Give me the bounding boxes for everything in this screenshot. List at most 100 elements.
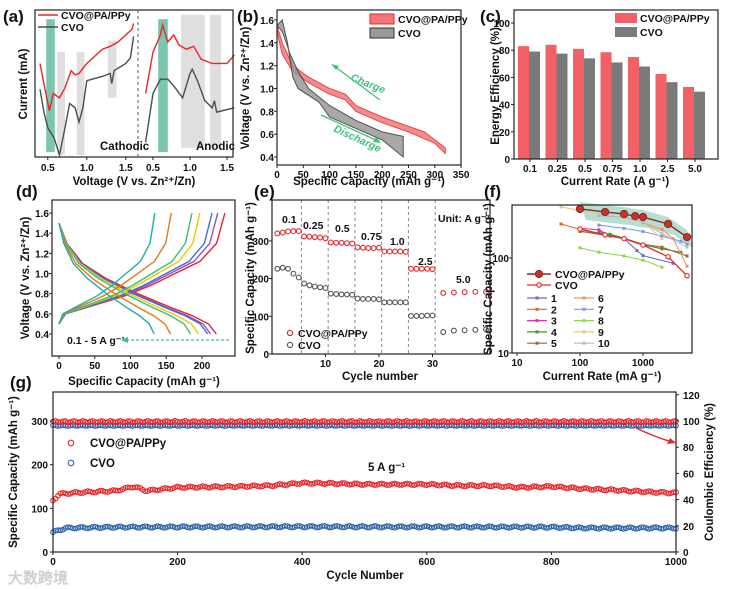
series-marker-6 (685, 264, 689, 268)
legend-marker-9 (582, 330, 586, 334)
series-marker-10 (641, 220, 645, 224)
series-line-cvo (579, 228, 688, 277)
capacity-point-cvo-pa-ppy (65, 491, 71, 497)
legend-label: 9 (598, 327, 604, 339)
series-marker-8 (622, 254, 626, 258)
ce-point-cvo-pa-ppy (301, 418, 308, 424)
ce-point-cvo-pa-ppy (157, 419, 164, 425)
capacity-point-cvo-pa-ppy (301, 479, 308, 486)
x-tick-label: 100 (122, 361, 139, 372)
capacity-point-cvo-pa-ppy (620, 486, 627, 493)
capacity-point-cvo (558, 525, 565, 531)
ce-point-cvo-pa-ppy (528, 419, 535, 426)
rate-range-label: 0.1 - 5 A g⁻¹ (67, 335, 125, 347)
point-cvo-pa-ppy (274, 230, 281, 237)
ce-point-cvo-pa-ppy (172, 418, 178, 424)
capacity-point-cvo (556, 525, 562, 531)
ce-point-cvo-pa-ppy (556, 419, 562, 426)
grey-band (209, 14, 222, 148)
capacity-point-cvo-pa-ppy (546, 483, 552, 489)
capacity-point-cvo-pa-ppy (391, 480, 398, 487)
capacity-point-cvo (498, 523, 505, 530)
grey-band (181, 14, 205, 148)
ce-point-cvo-pa-ppy (204, 419, 211, 426)
capacity-point-cvo-pa-ppy (239, 482, 246, 489)
y-axis-label: Energy Efficiency (%) (490, 27, 502, 145)
ce-point-cvo-pa-ppy (578, 418, 585, 424)
capacity-point-cvo-pa-ppy (526, 485, 532, 491)
ce-point-cvo-pa-ppy (134, 418, 141, 424)
capacity-point-cvo (72, 525, 79, 532)
series-marker-cvo-pa-ppy (575, 204, 585, 214)
x-tick-label: 200 (169, 557, 186, 568)
ce-point-cvo-pa-ppy (324, 419, 330, 426)
point-cvo-pa-ppy (360, 244, 366, 251)
unit-label: Unit: A g⁻¹ (438, 213, 491, 225)
x-tick-label: 0 (274, 170, 280, 181)
plot-frame-f (511, 204, 693, 354)
ce-point-cvo-pa-ppy (448, 418, 455, 424)
series-marker-6 (660, 227, 664, 231)
discharge-curve (58, 222, 217, 335)
series-marker-cvo (640, 242, 646, 248)
capacity-point-cvo-pa-ppy (326, 479, 333, 486)
ce-point-cvo-pa-ppy (102, 419, 109, 426)
ce-point-cvo-pa-ppy (237, 418, 243, 424)
capacity-point-cvo (493, 525, 500, 531)
capacity-point-cvo-pa-ppy (633, 487, 639, 494)
ce-point-cvo-pa-ppy (222, 419, 228, 425)
capacity-point-cvo-pa-ppy (167, 486, 173, 492)
capacity-point-cvo-pa-ppy (187, 483, 193, 490)
y-axis-label: Voltage (V vs. Zn²⁺/Zn) (240, 26, 252, 149)
point-cvo (301, 280, 308, 287)
x-axis-label: Specific Capacity (mAh g⁻¹) (293, 176, 445, 188)
y-axis-label: Specific Capacity (mAh g⁻¹) (8, 396, 20, 548)
capacity-point-cvo-pa-ppy (60, 489, 66, 496)
capacity-point-cvo (613, 524, 620, 531)
capacity-point-cvo-pa-ppy (423, 482, 430, 488)
capacity-point-cvo-pa-ppy (595, 485, 602, 492)
bar-cvo-pa-ppy (545, 44, 557, 160)
point-cvo-pa-ppy (365, 245, 372, 252)
loop-cvo (276, 18, 404, 159)
capacity-point-cvo (167, 523, 173, 529)
series-marker-cvo (602, 232, 608, 238)
point-cvo-pa-ppy (381, 248, 388, 255)
capacity-point-cvo (473, 523, 480, 529)
x-tick-label: 0.5 (578, 164, 592, 175)
x-tick-label: 10 (320, 359, 332, 370)
discharge-curve (58, 222, 155, 335)
ce-point-cvo-pa-ppy (481, 419, 487, 426)
point-cvo-pa-ppy (408, 265, 415, 272)
capacity-point-cvo-pa-ppy (379, 480, 385, 487)
capacity-point-cvo (339, 524, 345, 531)
ce-point-cvo-pa-ppy (476, 418, 482, 425)
capacity-point-cvo-pa-ppy (583, 485, 590, 491)
capacity-point-cvo (538, 523, 545, 530)
y2-axis-label: Coulombic Efficiency (%) (704, 403, 716, 541)
capacity-point-cvo (224, 524, 231, 531)
capacity-point-cvo-pa-ppy (551, 484, 557, 491)
capacity-point-cvo (232, 523, 238, 529)
y-tick-label: 300 (31, 417, 48, 428)
series-marker-10 (685, 245, 689, 249)
legend-label: CVO@PA/PPy (90, 438, 167, 450)
legend-marker-cvo (286, 341, 294, 349)
capacity-point-cvo (162, 524, 168, 531)
x-axis-label: Cycle number (342, 371, 419, 383)
capacity-point-cvo-pa-ppy (563, 485, 570, 492)
series-marker-9 (559, 205, 563, 209)
capacity-point-cvo-pa-ppy (294, 481, 301, 487)
ce-point-cvo-pa-ppy (167, 419, 173, 426)
y-tick-label: 0.6 (35, 310, 49, 321)
capacity-point-cvo (289, 524, 296, 531)
ce-point-cvo-pa-ppy (491, 419, 497, 426)
discharge-curve (58, 222, 192, 335)
legend-label: CVO@PA/PPy (61, 10, 131, 22)
x-tick-label: 1.0 (80, 163, 94, 174)
ce-point-cvo-pa-ppy (194, 419, 201, 426)
series-marker-10 (597, 214, 601, 218)
capacity-point-cvo-pa-ppy (441, 481, 448, 488)
panel-label-b: (b) (237, 7, 259, 26)
ce-point-cvo-pa-ppy (329, 418, 335, 424)
